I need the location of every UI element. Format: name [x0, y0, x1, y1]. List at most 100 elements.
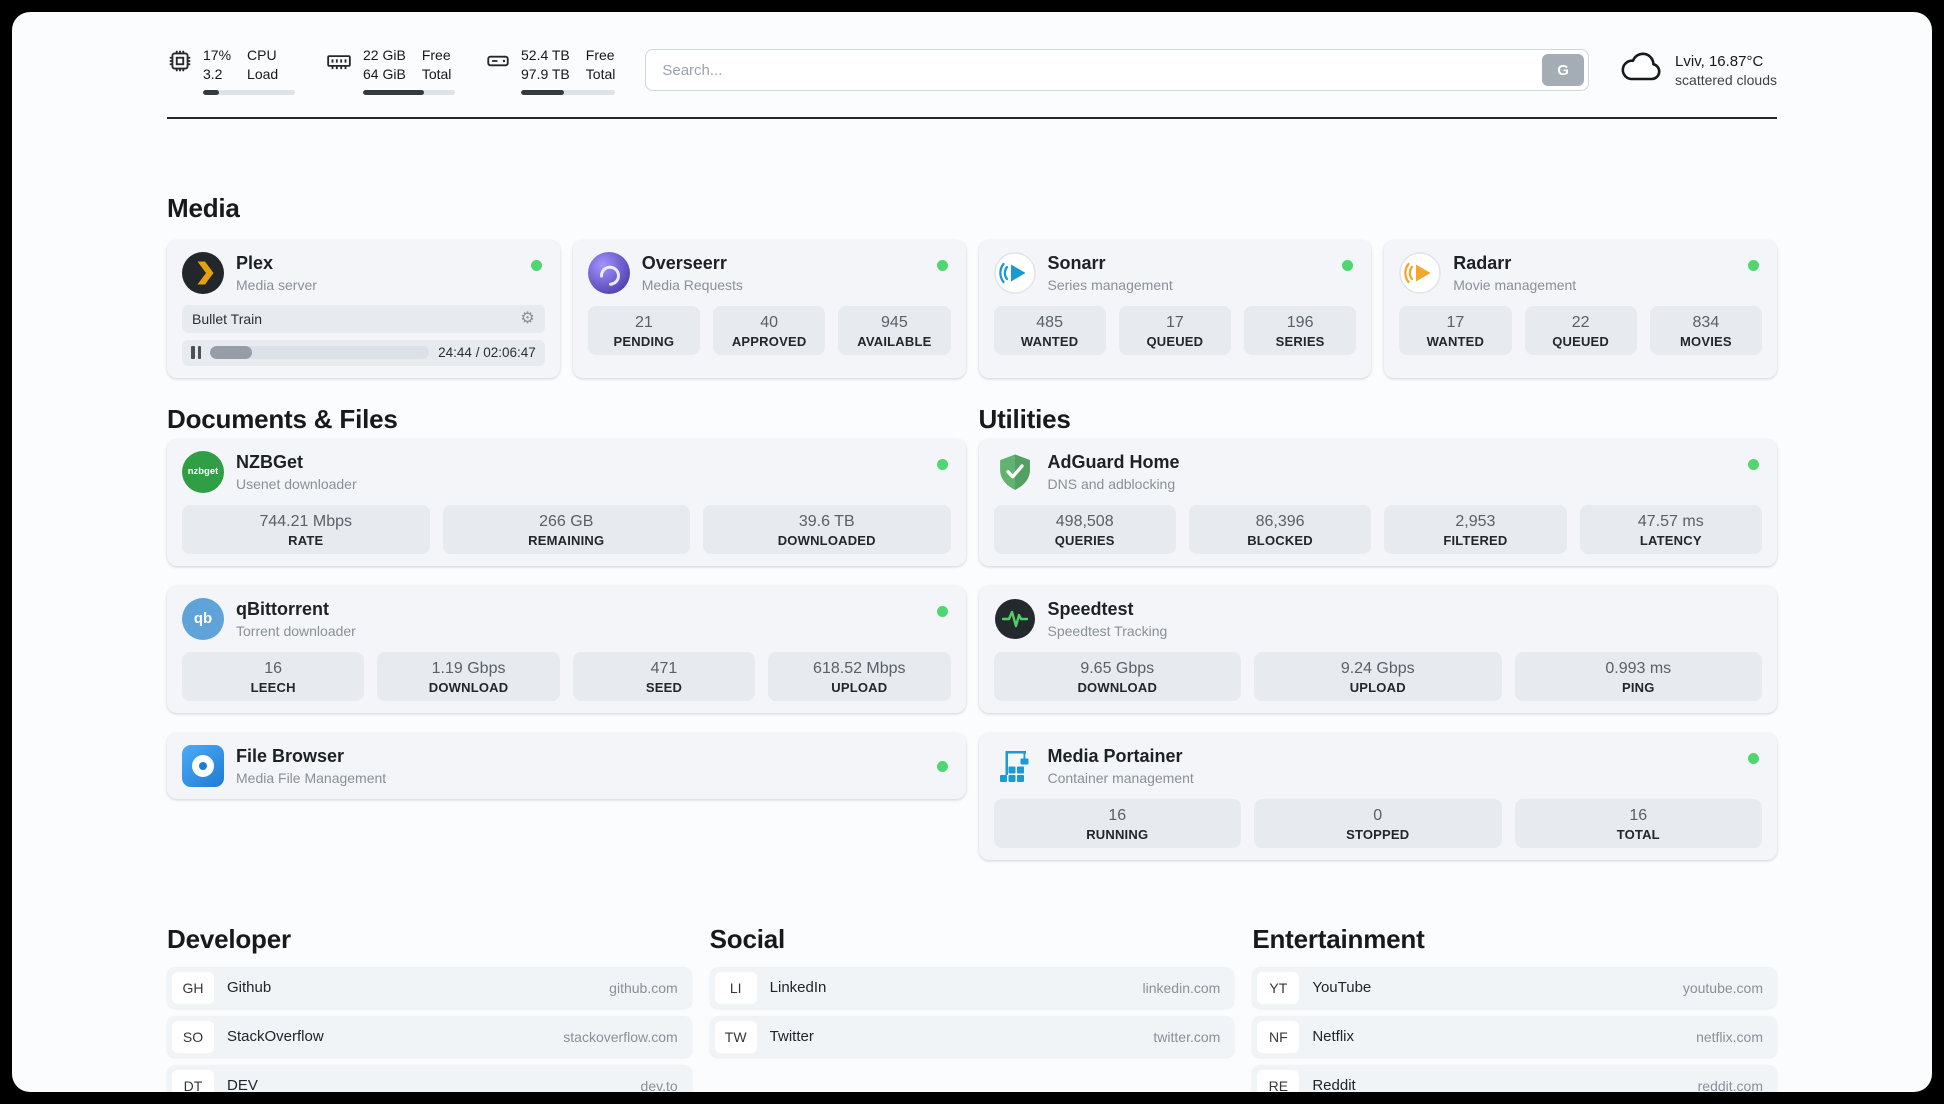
- status-online-dot: [1748, 458, 1759, 470]
- stat-box: 16 TOTAL: [1514, 799, 1762, 849]
- nzbget-icon: nzbget: [182, 450, 224, 493]
- qbittorrent-card[interactable]: qb qBittorrent Torrent downloader 16 LEE…: [167, 585, 966, 714]
- section-title-utilities: Utilities: [978, 403, 1071, 434]
- section-title-developer: Developer: [167, 924, 291, 955]
- ram-usage-fill: [363, 89, 424, 95]
- overseerr-card[interactable]: Overseerr Media Requests 21 PENDING 40 A…: [572, 239, 966, 378]
- weather-widget[interactable]: Lviv, 16.87°C scattered clouds: [1619, 51, 1777, 90]
- sonarr-card[interactable]: Sonarr Series management 485 WANTED 17 Q…: [978, 239, 1372, 378]
- qbittorrent-icon: qb: [182, 597, 224, 640]
- app-subtitle: Torrent downloader: [236, 622, 356, 639]
- stat-box: 485 WANTED: [993, 305, 1106, 355]
- status-online-dot: [1342, 259, 1354, 271]
- app-subtitle: Media Requests: [641, 276, 743, 293]
- cpu-label-1: CPU: [247, 47, 277, 63]
- filebrowser-card[interactable]: File Browser Media File Management: [167, 733, 966, 800]
- ram-total-value: 64 GiB: [363, 65, 406, 82]
- search-input[interactable]: [645, 49, 1590, 92]
- bookmark-abbr: LI: [714, 971, 757, 1004]
- status-online-dot: [530, 259, 542, 271]
- cloud-icon: [1619, 51, 1665, 90]
- cpu-usage-bar: [203, 89, 295, 95]
- bookmark-reddit[interactable]: RE Reddit reddit.com: [1252, 1065, 1777, 1092]
- dashboard-page: 17% 3.2 CPU Load: [12, 12, 1932, 1092]
- bookmark-stackoverflow[interactable]: SO StackOverflow stackoverflow.com: [167, 1016, 692, 1058]
- app-subtitle: Media File Management: [236, 770, 387, 787]
- playback-time: 24:44 / 02:06:47: [438, 345, 536, 361]
- app-subtitle: Movie management: [1453, 276, 1577, 293]
- cpu-load-value: 3.2: [203, 65, 223, 82]
- weather-condition: scattered clouds: [1675, 71, 1777, 88]
- portainer-card[interactable]: Media Portainer Container management 16 …: [978, 733, 1777, 861]
- stat-box: 834 MOVIES: [1649, 305, 1762, 355]
- stat-box: 196 SERIES: [1244, 305, 1357, 355]
- disk-label-2: Total: [585, 65, 616, 82]
- bookmark-abbr: SO: [172, 1020, 214, 1053]
- app-name: Speedtest: [1047, 598, 1134, 619]
- stat-box: 86,396 BLOCKED: [1188, 504, 1372, 554]
- bookmark-dev[interactable]: DT DEV dev.to: [167, 1065, 692, 1092]
- speedtest-icon: [994, 598, 1036, 640]
- bookmark-abbr: NF: [1257, 1020, 1300, 1053]
- bookmark-url: stackoverflow.com: [563, 1028, 678, 1045]
- radarr-card[interactable]: Radarr Movie management 17 WANTED 22 QUE…: [1384, 239, 1777, 378]
- bookmark-abbr: RE: [1257, 1069, 1300, 1092]
- app-subtitle: Speedtest Tracking: [1047, 622, 1168, 639]
- plex-card[interactable]: Plex Media server Bullet Train ⚙: [167, 239, 560, 378]
- stat-box: 1.19 Gbps DOWNLOAD: [377, 651, 560, 702]
- section-social: Social LI LinkedIn linkedin.com TW Twitt…: [709, 924, 1235, 1065]
- stat-box: 498,508 QUERIES: [993, 504, 1176, 554]
- adguard-icon: [994, 451, 1036, 493]
- disk-monitor: 52.4 TB 97.9 TB Free Total: [485, 46, 616, 95]
- bookmark-twitter[interactable]: TW Twitter twitter.com: [709, 1016, 1235, 1058]
- app-name: qBittorrent: [236, 598, 329, 619]
- header-divider: [167, 116, 1777, 119]
- disk-total-value: 97.9 TB: [521, 65, 570, 82]
- stat-box: 22 QUEUED: [1524, 305, 1637, 355]
- bookmark-name: Reddit: [1312, 1077, 1356, 1092]
- section-utilities: Utilities AdGuard Home DNS and adblockin…: [978, 403, 1777, 861]
- disk-free-value: 52.4 TB: [521, 47, 570, 63]
- app-subtitle: Series management: [1047, 276, 1173, 293]
- stat-box: 744.21 Mbps RATE: [182, 504, 430, 554]
- section-title-entertainment: Entertainment: [1252, 924, 1425, 955]
- adguard-card[interactable]: AdGuard Home DNS and adblocking 498,508 …: [978, 438, 1777, 566]
- app-name: Plex: [236, 252, 274, 273]
- section-title-documents: Documents & Files: [167, 403, 398, 434]
- app-name: Media Portainer: [1047, 746, 1183, 767]
- app-subtitle: Container management: [1047, 770, 1194, 787]
- bookmark-name: DEV: [227, 1077, 258, 1092]
- playback-progress-track[interactable]: [210, 346, 430, 360]
- ram-monitor: 22 GiB 64 GiB Free Total: [325, 46, 455, 95]
- section-documents: Documents & Files nzbget NZBGet Usenet d…: [167, 403, 966, 800]
- stat-box: 39.6 TB DOWNLOADED: [703, 504, 951, 554]
- cpu-label-2: Load: [247, 65, 279, 82]
- bookmark-youtube[interactable]: YT YouTube youtube.com: [1252, 967, 1777, 1009]
- speedtest-card[interactable]: Speedtest Speedtest Tracking 9.65 Gbps D…: [978, 585, 1777, 714]
- disk-usage-bar: [521, 89, 616, 95]
- stat-box: 9.65 Gbps DOWNLOAD: [993, 651, 1241, 702]
- stat-box: 0.993 ms PING: [1514, 651, 1762, 702]
- app-name: Radarr: [1453, 252, 1512, 273]
- app-name: AdGuard Home: [1047, 451, 1180, 472]
- stat-box: 2,953 FILTERED: [1384, 504, 1567, 554]
- status-online-dot: [936, 458, 948, 470]
- plex-icon: [182, 251, 224, 294]
- bookmark-netflix[interactable]: NF Netflix netflix.com: [1252, 1016, 1777, 1058]
- filebrowser-icon: [182, 745, 224, 788]
- status-online-dot: [936, 259, 948, 271]
- now-playing-bar: Bullet Train ⚙: [182, 304, 545, 333]
- gear-icon[interactable]: ⚙: [520, 309, 535, 327]
- pause-icon[interactable]: [191, 346, 201, 360]
- bookmark-abbr: DT: [172, 1069, 214, 1092]
- bookmark-github[interactable]: GH Github github.com: [167, 967, 692, 1009]
- section-media: Media Plex Media server: [167, 193, 1777, 378]
- stat-box: 21 PENDING: [587, 305, 700, 355]
- section-entertainment: Entertainment YT YouTube youtube.com NF …: [1252, 924, 1777, 1092]
- search-engine-button[interactable]: G: [1542, 54, 1585, 87]
- bookmark-linkedin[interactable]: LI LinkedIn linkedin.com: [709, 967, 1235, 1009]
- now-playing-title: Bullet Train: [192, 310, 263, 327]
- bookmark-abbr: TW: [714, 1020, 757, 1053]
- section-developer: Developer GH Github github.com SO StackO…: [167, 924, 692, 1092]
- nzbget-card[interactable]: nzbget NZBGet Usenet downloader 744.21 M…: [167, 438, 966, 566]
